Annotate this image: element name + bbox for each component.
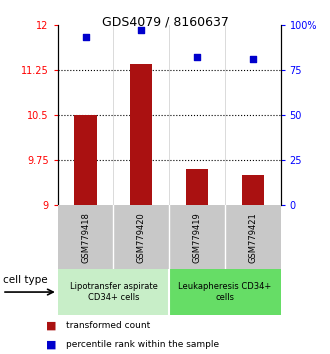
Text: GDS4079 / 8160637: GDS4079 / 8160637	[102, 16, 228, 29]
Bar	[186, 169, 208, 205]
Bar	[58, 269, 169, 315]
Bar	[242, 175, 264, 205]
Bar	[130, 64, 152, 205]
Text: percentile rank within the sample: percentile rank within the sample	[66, 340, 219, 349]
Text: GSM779421: GSM779421	[248, 212, 257, 263]
Bar	[75, 115, 97, 205]
Text: GSM779419: GSM779419	[192, 212, 202, 263]
Text: ■: ■	[46, 339, 57, 349]
Text: cell type: cell type	[3, 275, 48, 285]
Text: GSM779418: GSM779418	[81, 212, 90, 263]
Text: ■: ■	[46, 321, 57, 331]
Text: Lipotransfer aspirate
CD34+ cells: Lipotransfer aspirate CD34+ cells	[70, 282, 157, 302]
Point	[83, 35, 88, 40]
Text: Leukapheresis CD34+
cells: Leukapheresis CD34+ cells	[178, 282, 272, 302]
Point	[250, 56, 255, 62]
Text: GSM779420: GSM779420	[137, 212, 146, 263]
Point	[139, 27, 144, 33]
Text: transformed count: transformed count	[66, 321, 150, 331]
Point	[194, 55, 200, 60]
Bar	[169, 269, 280, 315]
